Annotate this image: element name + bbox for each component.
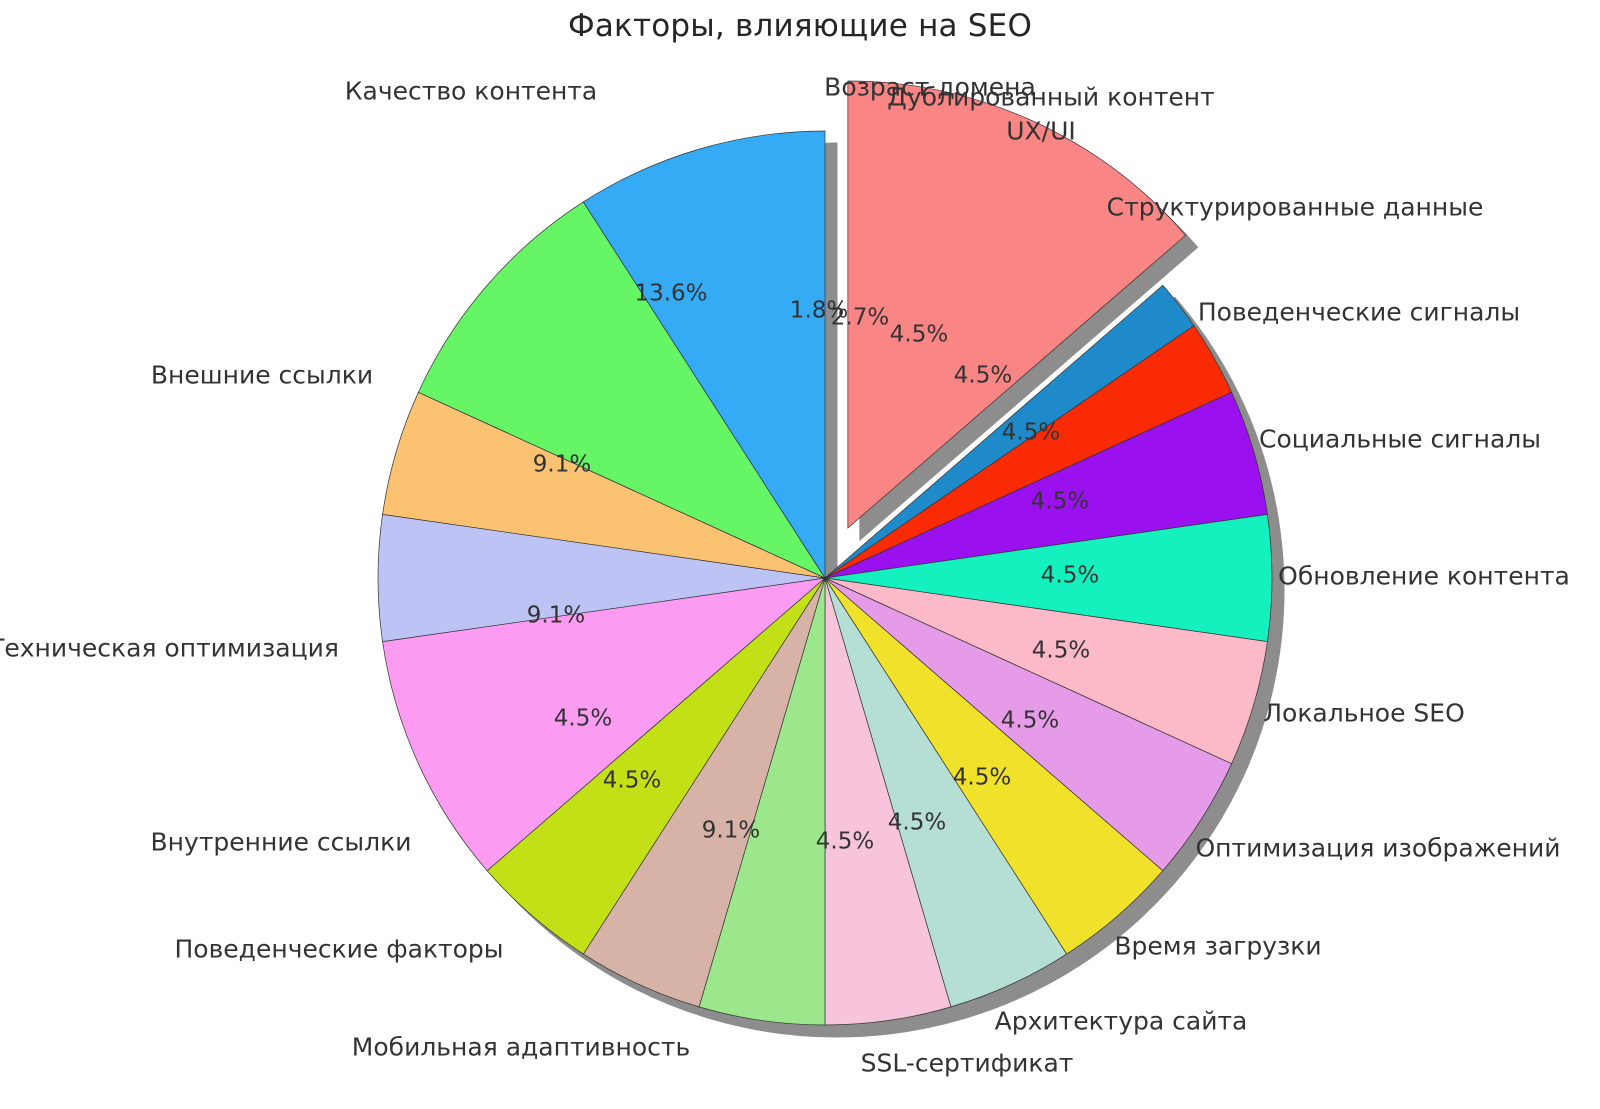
pie-percent-label: 4.5% (1031, 637, 1091, 664)
pie-percent-label: 4.5% (1030, 488, 1090, 515)
pie-slice-label: Архитектура сайта (994, 1006, 1248, 1036)
pie-percent-label: 9.1% (701, 817, 761, 844)
pie-slice-label: Социальные сигналы (1259, 424, 1541, 454)
pie-slice-label: Структурированные данные (1106, 192, 1484, 222)
pie-percent-label: 4.5% (952, 764, 1012, 791)
pie-percent-label: 2.7% (830, 304, 890, 331)
pie-slice-label: Возраст домена (824, 72, 1036, 102)
chart-title: Факторы, влияющие на SEO (567, 8, 1033, 44)
pie-slice[interactable]: Техническая оптимизация (417, 201, 826, 579)
pie-percent-label: 4.5% (1000, 707, 1060, 734)
pie-slice[interactable]: Мобильная адаптивность (382, 577, 827, 872)
pie-percent-label: 13.6% (634, 280, 708, 307)
pie-slice-label: Обновление контента (1278, 561, 1570, 591)
pie-percent-label: 9.1% (526, 602, 586, 629)
pie-percent-label: 4.5% (815, 828, 875, 855)
pie-slice-label: Техническая оптимизация (0, 633, 339, 663)
pie-percent-label: 9.1% (532, 451, 592, 478)
pie-slice-label: Время загрузки (1114, 931, 1322, 961)
pie-percent-label: 1.8% (789, 297, 849, 324)
pie-percent-label: 4.5% (602, 767, 662, 794)
pie-percent-label: 4.5% (553, 705, 613, 732)
pie-slice-label: Мобильная адаптивность (351, 1032, 691, 1062)
pie-slice-label: Внутренние ссылки (150, 827, 412, 857)
pie-slice-label: Оптимизация изображений (1195, 833, 1561, 863)
pie-slice-label: Поведенческие сигналы (1197, 297, 1521, 327)
pie-percent-label: 4.5% (889, 321, 949, 348)
pie-slice[interactable]: Внешние ссылки (582, 130, 826, 580)
pie-percent-label: 4.5% (1001, 419, 1061, 446)
pie-slice-label: SSL-сертификат (860, 1048, 1074, 1078)
pie-slice-label: Локальное SEO (1263, 698, 1465, 728)
pie-percent-label: 4.5% (887, 809, 947, 836)
pie-slice-label: Качество контента (344, 76, 598, 106)
pie-percent-label: 4.5% (1040, 562, 1100, 589)
pie-slice-label: UX/UI (1006, 116, 1076, 146)
pie-percent-label: 4.5% (953, 362, 1013, 389)
pie-slice-label: Поведенческие факторы (174, 934, 504, 964)
pie-slice[interactable]: Качество контента (847, 80, 1187, 529)
pie-slice-label: Дублированный контент (887, 82, 1215, 112)
pie-slice-label: Внешние ссылки (150, 360, 374, 390)
